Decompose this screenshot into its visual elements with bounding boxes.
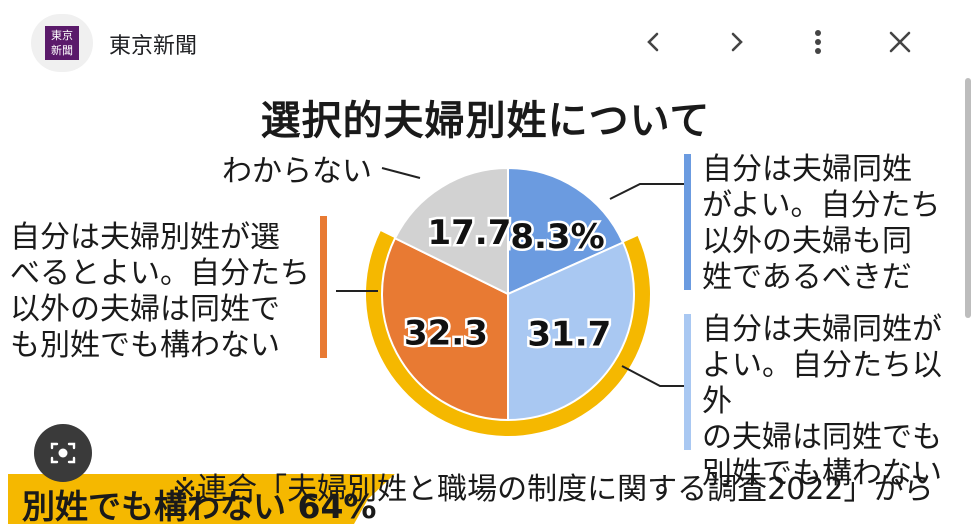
top-bar: 東京 新聞 東京新聞 <box>0 0 971 86</box>
label-slice4: わからない <box>222 154 372 189</box>
pie-slice-1 <box>507 166 625 296</box>
pie-slice-3 <box>381 236 509 422</box>
highlight-text: 別姓でも構わない 64% <box>22 487 377 526</box>
camera-search-icon[interactable] <box>34 424 92 482</box>
label-bar-slice3 <box>320 216 327 358</box>
pie-chart: 18.3%31.732.317.7 <box>336 166 688 436</box>
pie-slice-2 <box>507 241 635 422</box>
chevron-right-icon[interactable] <box>720 26 752 58</box>
chevron-left-icon[interactable] <box>638 26 670 58</box>
chart-area: 選択的夫婦別姓について 18.3% 31.7 32.3 17.7 自分は夫婦同姓 がよ… <box>0 86 971 526</box>
label-bar-slice1 <box>684 154 691 290</box>
leader-line-slice4 <box>381 167 421 179</box>
leader-line-slice2 <box>621 365 688 387</box>
highlight-callout <box>8 474 395 524</box>
label-slice3: 自分は夫婦別姓が選 べるとよい。自分たち 以外の夫婦は同姓で も別姓でも構わない <box>10 220 310 363</box>
logo-mark: 東京 新聞 <box>45 26 79 60</box>
label-slice1: 自分は夫婦同姓 がよい。自分たち 以外の夫婦も同 姓であるべきだ <box>702 152 941 295</box>
close-icon[interactable] <box>884 26 916 58</box>
publisher-logo[interactable]: 東京 新聞 <box>31 14 93 72</box>
pie-slice-4 <box>393 166 509 296</box>
slice-value-label-2: 31.7 <box>527 315 611 355</box>
publisher-name[interactable]: 東京新聞 <box>109 34 198 59</box>
leader-line-slice1 <box>609 183 688 200</box>
scrollbar[interactable] <box>965 78 971 318</box>
label-bar-slice2 <box>684 314 691 450</box>
label-slice2: 自分は夫婦同姓が よい。自分たち以外 の夫婦は同姓でも 別姓でも構わない <box>702 312 942 491</box>
source-note: ※連合「夫婦別姓と職場の制度に関する調査2022」から <box>172 472 934 507</box>
slice-value-label-4: 17.7 <box>427 213 511 253</box>
slice-value-label-3: 32.3 <box>404 314 488 354</box>
more-vert-icon[interactable] <box>802 26 834 58</box>
chart-title: 選択的夫婦別姓について <box>260 98 711 144</box>
